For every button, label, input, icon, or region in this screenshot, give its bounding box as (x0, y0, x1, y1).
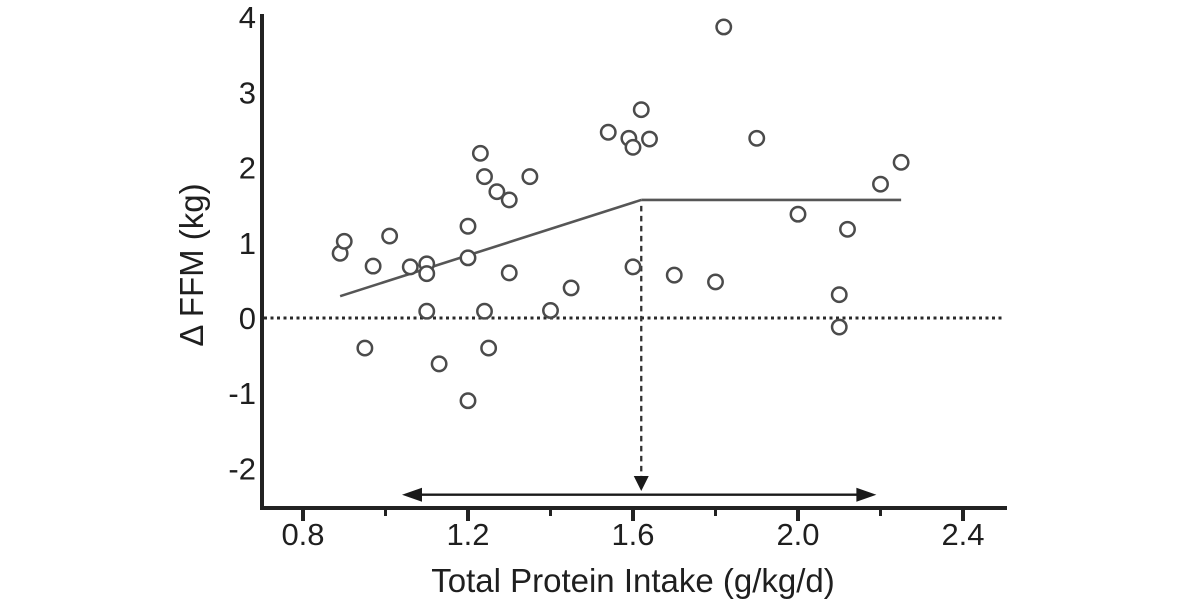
x-tick-label: 1.6 (611, 517, 654, 552)
data-point (364, 257, 382, 275)
x-tick-label: 0.8 (281, 517, 324, 552)
data-point (624, 138, 642, 156)
plot-marks-layer (264, 18, 1005, 502)
y-tick-label: 1 (239, 226, 256, 261)
data-point (488, 183, 506, 201)
data-point (418, 302, 436, 320)
data-point (830, 286, 848, 304)
data-point (641, 130, 658, 148)
data-point (418, 265, 436, 283)
data-point (707, 273, 724, 291)
data-point (521, 168, 539, 186)
y-tick-label: 0 (239, 301, 256, 336)
ci-arrowhead-left (402, 487, 422, 502)
data-point (471, 144, 489, 162)
data-point (665, 266, 683, 284)
data-point (892, 153, 910, 171)
axes-layer: 0.8 1.2 1.6 2.0 2.4 4 3 2 1 0 -1 -2 (228, 0, 1007, 552)
y-tick-label: 2 (239, 151, 256, 186)
x-axis-title: Total Protein Intake (g/kg/d) (431, 562, 835, 599)
data-point (789, 205, 807, 223)
breakpoint-arrowhead (633, 475, 649, 491)
data-point (430, 355, 448, 373)
regression-rising-segment (339, 198, 642, 298)
x-tick-label: 2.0 (776, 517, 819, 552)
data-point (459, 392, 477, 410)
data-point (562, 279, 580, 297)
data-point (542, 302, 559, 319)
data-point (632, 101, 650, 119)
data-point (500, 191, 518, 209)
data-point (459, 249, 477, 267)
data-point (830, 318, 848, 336)
data-point (872, 175, 889, 193)
data-point (480, 339, 498, 357)
y-tick-label: -2 (228, 451, 256, 486)
data-point (748, 129, 766, 147)
data-point (599, 123, 617, 141)
data-point (381, 227, 399, 245)
data-point (459, 217, 477, 235)
ci-arrowhead-right (856, 487, 877, 502)
data-point (401, 258, 419, 276)
data-point (335, 232, 353, 250)
y-tick-label: 3 (239, 75, 256, 110)
y-tick-label: -1 (228, 376, 256, 411)
data-point (476, 302, 493, 320)
data-point (476, 168, 493, 186)
y-tick-label: 4 (239, 0, 256, 35)
data-point (839, 220, 856, 238)
data-point (624, 258, 642, 276)
y-axis-title: Δ FFM (kg) (173, 183, 210, 346)
x-tick-label: 1.2 (446, 517, 489, 552)
x-tick-label: 2.4 (941, 517, 984, 552)
data-point (500, 264, 518, 282)
data-point (715, 18, 733, 36)
data-point (356, 339, 374, 357)
